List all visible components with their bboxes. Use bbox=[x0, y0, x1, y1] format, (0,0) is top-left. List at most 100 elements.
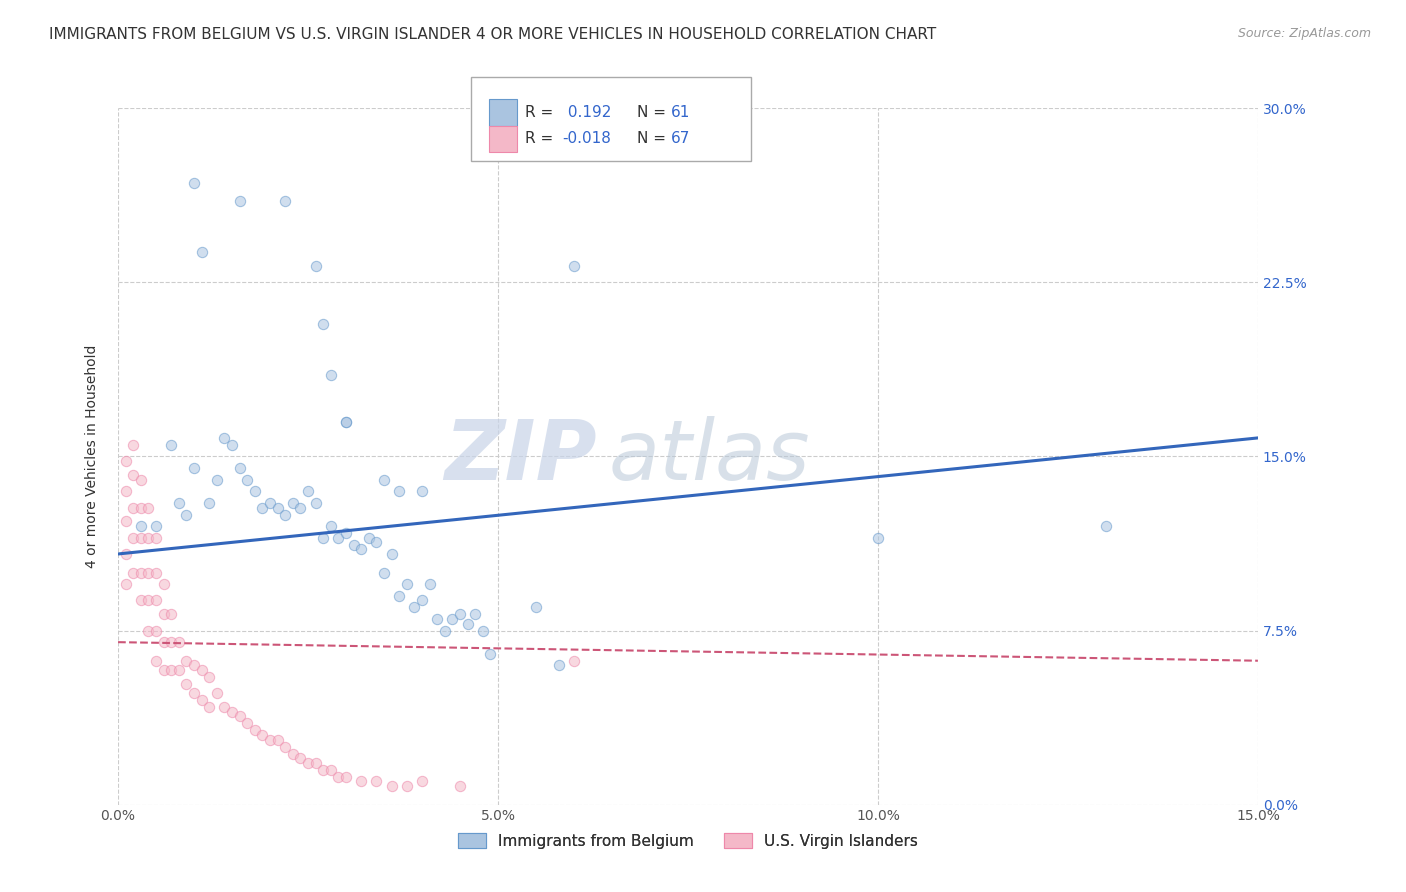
Point bbox=[433, 624, 456, 638]
Point bbox=[114, 577, 136, 591]
Point bbox=[167, 496, 190, 510]
Y-axis label: 4 or more Vehicles in Household: 4 or more Vehicles in Household bbox=[86, 345, 100, 568]
Point bbox=[243, 723, 266, 738]
Point bbox=[335, 770, 357, 784]
Point bbox=[176, 654, 198, 668]
Point bbox=[205, 686, 228, 700]
Point bbox=[281, 496, 304, 510]
Point bbox=[866, 531, 889, 545]
Point bbox=[426, 612, 449, 626]
Point bbox=[160, 635, 183, 649]
Point bbox=[562, 259, 585, 273]
Point bbox=[152, 607, 174, 622]
Point bbox=[388, 484, 411, 499]
Point bbox=[411, 593, 433, 607]
Point bbox=[319, 763, 342, 777]
Point bbox=[304, 496, 326, 510]
Point bbox=[335, 415, 357, 429]
Text: 67: 67 bbox=[671, 131, 690, 146]
Point bbox=[319, 368, 342, 383]
FancyBboxPatch shape bbox=[488, 126, 517, 153]
Point bbox=[160, 607, 183, 622]
Point bbox=[350, 774, 373, 789]
Point bbox=[471, 624, 494, 638]
Point bbox=[122, 531, 145, 545]
Point bbox=[214, 431, 236, 445]
Point bbox=[395, 577, 418, 591]
Point bbox=[145, 519, 167, 533]
Point bbox=[228, 461, 250, 475]
Point bbox=[259, 732, 281, 747]
Point bbox=[319, 519, 342, 533]
Point bbox=[335, 526, 357, 541]
Point bbox=[1095, 519, 1118, 533]
Point bbox=[243, 484, 266, 499]
Point bbox=[114, 547, 136, 561]
Point bbox=[381, 547, 404, 561]
Point bbox=[290, 500, 312, 515]
Point bbox=[145, 593, 167, 607]
Text: -0.018: -0.018 bbox=[562, 131, 612, 146]
Point bbox=[404, 600, 426, 615]
Point bbox=[411, 774, 433, 789]
Point bbox=[176, 677, 198, 691]
Point bbox=[138, 624, 160, 638]
Legend: Immigrants from Belgium, U.S. Virgin Islanders: Immigrants from Belgium, U.S. Virgin Isl… bbox=[450, 825, 925, 856]
Point bbox=[419, 577, 441, 591]
Point bbox=[388, 589, 411, 603]
Point bbox=[312, 317, 335, 331]
Point bbox=[373, 566, 395, 580]
Point bbox=[328, 531, 350, 545]
Point bbox=[167, 663, 190, 677]
Point bbox=[205, 473, 228, 487]
Point bbox=[457, 616, 479, 631]
Point bbox=[198, 496, 221, 510]
Point bbox=[350, 542, 373, 557]
Point bbox=[221, 705, 243, 719]
Text: 0.192: 0.192 bbox=[562, 104, 612, 120]
Point bbox=[190, 693, 212, 707]
Point bbox=[152, 663, 174, 677]
Point bbox=[190, 663, 212, 677]
Text: 61: 61 bbox=[671, 104, 690, 120]
Point bbox=[221, 438, 243, 452]
Point bbox=[366, 535, 388, 549]
Point bbox=[138, 566, 160, 580]
Point bbox=[114, 515, 136, 529]
FancyBboxPatch shape bbox=[488, 99, 517, 126]
Text: IMMIGRANTS FROM BELGIUM VS U.S. VIRGIN ISLANDER 4 OR MORE VEHICLES IN HOUSEHOLD : IMMIGRANTS FROM BELGIUM VS U.S. VIRGIN I… bbox=[49, 27, 936, 42]
Point bbox=[160, 438, 183, 452]
Point bbox=[190, 245, 212, 260]
Point bbox=[138, 500, 160, 515]
Point bbox=[138, 531, 160, 545]
Point bbox=[266, 732, 288, 747]
Point bbox=[266, 500, 288, 515]
Point bbox=[152, 577, 174, 591]
Text: atlas: atlas bbox=[609, 416, 810, 497]
Point bbox=[304, 259, 326, 273]
Point bbox=[145, 531, 167, 545]
Point bbox=[183, 176, 205, 190]
Point bbox=[524, 600, 547, 615]
Point bbox=[228, 709, 250, 723]
Point bbox=[122, 566, 145, 580]
Point bbox=[228, 194, 250, 209]
Point bbox=[479, 647, 502, 661]
Text: R =: R = bbox=[524, 104, 553, 120]
Point bbox=[145, 624, 167, 638]
Point bbox=[373, 473, 395, 487]
Text: N =: N = bbox=[637, 104, 665, 120]
Point bbox=[312, 763, 335, 777]
Point bbox=[129, 500, 152, 515]
Point bbox=[114, 454, 136, 468]
Point bbox=[183, 658, 205, 673]
Point bbox=[176, 508, 198, 522]
Point bbox=[274, 194, 297, 209]
Point bbox=[274, 739, 297, 754]
Point bbox=[274, 508, 297, 522]
Point bbox=[297, 756, 319, 770]
Point bbox=[381, 779, 404, 793]
Point bbox=[129, 593, 152, 607]
Point bbox=[259, 496, 281, 510]
Point bbox=[366, 774, 388, 789]
